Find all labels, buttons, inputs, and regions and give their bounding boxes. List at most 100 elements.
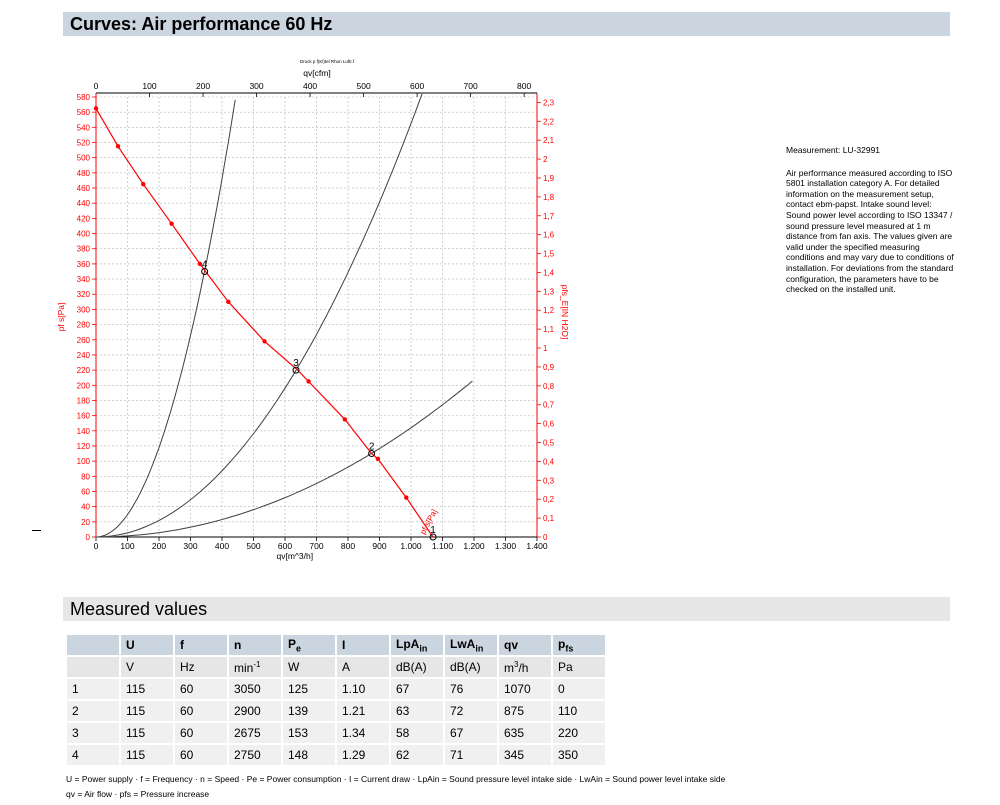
header-cell-lwain: LwAin: [445, 635, 497, 655]
pressure-curve-point: [197, 261, 203, 267]
x-tick-label: 600: [278, 541, 292, 551]
y2-tick-label: 1,2: [543, 306, 555, 315]
y-tick-label: 240: [77, 351, 91, 360]
x-axis-title: qv[m^3/h]: [277, 551, 314, 561]
operating-point-marker: [292, 366, 300, 374]
cell: 875: [499, 701, 551, 721]
y-tick-label: 540: [77, 123, 91, 132]
cell: 67: [391, 679, 443, 699]
unit-cell-f: Hz: [175, 657, 227, 677]
header-cell-pe: Pe: [283, 635, 335, 655]
y2-tick-label: 1,6: [543, 231, 555, 240]
y-tick-label: 120: [77, 442, 91, 451]
section-title: Measured values: [63, 597, 950, 621]
x2-tick-label: 800: [517, 81, 531, 91]
y2-tick-label: 0,2: [543, 495, 555, 504]
y2-tick-label: 0,5: [543, 439, 555, 448]
y2-tick-label: 1,9: [543, 174, 555, 183]
y-tick-label: 160: [77, 412, 91, 421]
x-tick-label: 300: [183, 541, 197, 551]
table-row: 3 115 60 2675 153 1.34 58 67 635 220: [67, 723, 605, 743]
y2-tick-label: 0,6: [543, 420, 555, 429]
y2-tick-label: 2: [543, 155, 548, 164]
y-tick-label: 500: [77, 154, 91, 163]
cell: 3: [67, 723, 119, 743]
cell: 139: [283, 701, 335, 721]
y-tick-label: 220: [77, 366, 91, 375]
abbreviation-legend: U = Power supply · f = Frequency · n = S…: [66, 772, 725, 802]
unit-cell-lwain: dB(A): [445, 657, 497, 677]
cell: 125: [283, 679, 335, 699]
y2-tick-label: 1: [543, 344, 548, 353]
x2-tick-label: 700: [464, 81, 478, 91]
y-tick-label: 0: [86, 533, 91, 542]
x2-tick-label: 500: [356, 81, 370, 91]
x-tick-label: 1.400: [526, 541, 548, 551]
unit-cell-u: V: [121, 657, 173, 677]
page-title: Curves: Air performance 60 Hz: [63, 12, 950, 36]
y-tick-label: 440: [77, 199, 91, 208]
operating-point-marker: [201, 267, 209, 275]
unit-cell: [67, 657, 119, 677]
cell: 115: [121, 745, 173, 765]
y2-tick-label: 2,1: [543, 136, 555, 145]
operating-point-label: 3: [293, 358, 299, 369]
y-tick-label: 180: [77, 396, 91, 405]
pressure-curve-point: [169, 221, 174, 226]
x-tick-label: 800: [341, 541, 355, 551]
y-axis-title: pf s[Pa]: [56, 303, 66, 332]
cell: 115: [121, 679, 173, 699]
cell: 635: [499, 723, 551, 743]
x2-tick-label: 100: [142, 81, 156, 91]
table-row: 2 115 60 2900 139 1.21 63 72 875 110: [67, 701, 605, 721]
y-tick-label: 520: [77, 139, 91, 148]
y-tick-label: 560: [77, 108, 91, 117]
y2-tick-label: 1,8: [543, 193, 555, 202]
y-tick-label: 200: [77, 381, 91, 390]
cell: 350: [553, 745, 605, 765]
cell: 1.29: [337, 745, 389, 765]
y-tick-label: 420: [77, 214, 91, 223]
cell: 2900: [229, 701, 281, 721]
header-cell-qv: qv: [499, 635, 551, 655]
cell: 115: [121, 701, 173, 721]
pressure-curve-point: [115, 144, 121, 149]
y-tick-label: 360: [77, 260, 91, 269]
x-tick-label: 400: [215, 541, 229, 551]
x2-tick-label: 600: [410, 81, 424, 91]
pressure-curve-point: [404, 495, 409, 500]
cell: 60: [175, 745, 227, 765]
y-tick-label: 40: [81, 503, 90, 512]
header-cell-i: I: [337, 635, 389, 655]
cell: 2750: [229, 745, 281, 765]
x2-tick-label: 200: [196, 81, 210, 91]
measured-values-table: U f n Pe I LpAin LwAin qv pfs V Hz min-1…: [65, 633, 607, 767]
operating-point-label: 2: [369, 442, 375, 453]
cell: 345: [499, 745, 551, 765]
y2-tick-label: 1,7: [543, 212, 555, 221]
table-header-row: U f n Pe I LpAin LwAin qv pfs: [67, 635, 605, 655]
y-tick-label: 380: [77, 245, 91, 254]
y2-tick-label: 0,3: [543, 476, 555, 485]
cell: 2: [67, 701, 119, 721]
cell: 71: [445, 745, 497, 765]
y2-tick-label: 0,8: [543, 382, 555, 391]
y2-tick-label: 1,3: [543, 287, 555, 296]
cell: 60: [175, 723, 227, 743]
unit-cell-pe: W: [283, 657, 335, 677]
header-cell-n: n: [229, 635, 281, 655]
x2-axis-title: qv[cfm]: [303, 68, 330, 78]
header-cell-u: U: [121, 635, 173, 655]
air-performance-chart: 0 100 200 300 400 500 600 700 800 900 1.000 1.100 1.…: [56, 59, 570, 561]
unit-cell-i: A: [337, 657, 389, 677]
measurement-description: Air performance measured according to IS…: [786, 167, 954, 295]
legend-line-2: qv = Air flow · pfs = Pressure increase: [66, 789, 210, 799]
cell: 2675: [229, 723, 281, 743]
cell: 63: [391, 701, 443, 721]
pressure-curve-point: [306, 379, 311, 384]
y-tick-label: 340: [77, 275, 91, 284]
pressure-curve-point: [226, 299, 231, 305]
y-tick-label: 580: [77, 93, 91, 102]
x2-tick-label: 0: [94, 81, 99, 91]
x-tick-label: 100: [120, 541, 134, 551]
